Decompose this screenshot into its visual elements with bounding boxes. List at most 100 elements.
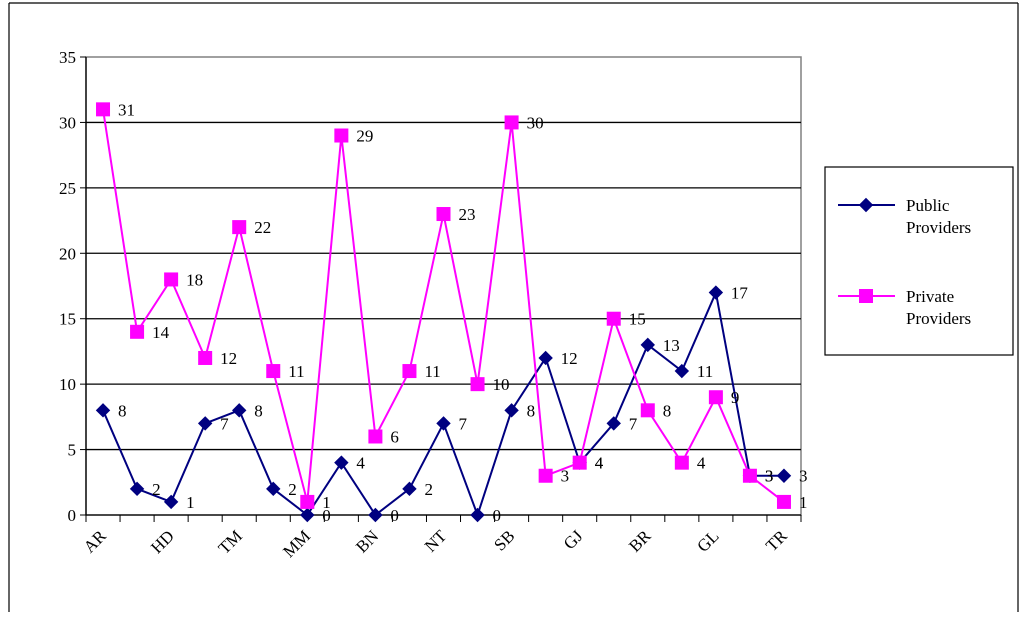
x-tick-label: BN xyxy=(352,526,382,556)
public-providers-point xyxy=(163,494,179,510)
x-tick-label: GL xyxy=(693,526,722,555)
private-providers-point xyxy=(640,403,655,418)
public-providers-data-label: 0 xyxy=(322,506,331,525)
public-providers-point xyxy=(640,337,655,353)
private-providers-point xyxy=(708,390,723,405)
private-providers-point xyxy=(504,115,519,130)
private-providers-point xyxy=(402,364,417,379)
public-providers-point xyxy=(504,403,519,418)
public-providers-data-label: 8 xyxy=(118,401,127,420)
y-tick-labels: 0 5 10 15 20 25 30 35 xyxy=(59,48,76,525)
x-tick-label: TR xyxy=(762,526,791,555)
private-providers-point xyxy=(470,377,485,392)
public-providers-point xyxy=(674,363,690,379)
x-tick-label: MM xyxy=(279,526,314,561)
private-providers-data-label: 8 xyxy=(663,401,672,420)
private-providers-data-label: 11 xyxy=(424,362,440,381)
y-tick-label: 25 xyxy=(59,179,76,198)
legend-items: Public Providers Private Providers xyxy=(838,196,971,328)
private-providers-point xyxy=(334,128,349,143)
public-providers-data-label: 2 xyxy=(152,480,161,499)
legend-marker-private-providers xyxy=(859,289,873,303)
public-providers-point xyxy=(334,455,349,470)
private-providers-point xyxy=(776,494,791,509)
public-providers-point xyxy=(606,416,621,431)
public-providers-data-label: 1 xyxy=(186,493,195,512)
legend: Public Providers Private Providers xyxy=(824,166,1014,356)
legend-label-line: Private xyxy=(906,287,954,306)
private-providers-data-label: 31 xyxy=(118,100,135,119)
private-providers-point xyxy=(300,494,315,509)
legend-label-private-providers: Private Providers xyxy=(906,287,971,328)
x-tick-label: BR xyxy=(625,526,655,556)
private-providers-data-label: 9 xyxy=(731,388,740,407)
public-providers-data-label: 3 xyxy=(799,467,808,486)
private-providers-data-label: 12 xyxy=(220,349,237,368)
private-providers-point xyxy=(436,207,451,222)
legend-label-public-providers: Public Providers xyxy=(906,196,971,237)
y-tick-label: 20 xyxy=(59,244,76,263)
public-providers-data-label: 0 xyxy=(493,506,502,525)
public-providers-data-label: 7 xyxy=(629,414,638,433)
public-providers-data-label: 4 xyxy=(595,454,604,473)
public-providers-point xyxy=(368,507,383,523)
public-providers-point xyxy=(266,481,281,497)
plot-area xyxy=(85,56,802,516)
public-providers-data-label: 4 xyxy=(356,454,365,473)
public-providers-data-label: 3 xyxy=(765,467,774,486)
public-providers-point xyxy=(538,350,553,366)
public-providers-point xyxy=(95,403,111,418)
private-providers-data-label: 10 xyxy=(493,375,510,394)
public-providers-data-label: 8 xyxy=(527,401,536,420)
private-providers-data-label: 4 xyxy=(595,454,604,473)
x-tick-label: GJ xyxy=(560,526,587,553)
y-tick-label: 15 xyxy=(59,310,76,329)
public-providers-point xyxy=(708,285,724,300)
x-tick-label: AR xyxy=(80,526,111,557)
x-tick-label: HD xyxy=(147,526,178,557)
private-providers-point xyxy=(130,324,145,339)
public-providers-data-label: 2 xyxy=(424,480,433,499)
x-tick-label: NT xyxy=(421,526,451,556)
public-providers-data-label: 12 xyxy=(561,349,578,368)
public-providers-point xyxy=(129,481,145,497)
public-providers-data-label: 11 xyxy=(697,362,713,381)
y-tick-label: 10 xyxy=(59,375,76,394)
series xyxy=(95,102,792,523)
public-providers-point xyxy=(402,481,417,497)
private-providers-point xyxy=(96,102,111,117)
private-providers-point xyxy=(606,311,621,326)
private-providers-data-label: 29 xyxy=(356,127,373,146)
private-providers-point xyxy=(572,455,587,470)
public-providers-point xyxy=(470,507,485,523)
public-providers-point xyxy=(300,507,315,523)
legend-label-line: Public xyxy=(906,196,950,215)
private-providers-data-label: 1 xyxy=(799,493,808,512)
private-providers-point xyxy=(266,364,281,379)
private-providers-point xyxy=(368,429,383,444)
private-providers-point xyxy=(232,220,247,235)
private-providers-data-label: 3 xyxy=(561,467,570,486)
private-providers-data-label: 23 xyxy=(459,205,476,224)
private-providers-data-label: 18 xyxy=(186,270,203,289)
public-providers-data-label: 17 xyxy=(731,284,749,303)
public-providers-point xyxy=(776,468,792,483)
private-providers-point xyxy=(164,272,179,287)
private-providers-data-label: 4 xyxy=(697,454,706,473)
private-providers-point xyxy=(538,468,553,483)
public-providers-point xyxy=(436,416,451,431)
public-providers-point xyxy=(197,416,213,431)
private-providers-point xyxy=(742,468,757,483)
x-tick-label: SB xyxy=(490,526,518,554)
legend-label-line: Providers xyxy=(906,309,971,328)
private-providers-data-label: 6 xyxy=(390,427,399,446)
private-providers-data-label: 15 xyxy=(629,310,646,329)
private-providers-data-label: 1 xyxy=(322,493,331,512)
axes xyxy=(80,56,802,522)
private-providers-point xyxy=(198,350,213,365)
y-tick-label: 0 xyxy=(68,506,77,525)
public-providers-data-label: 13 xyxy=(663,336,680,355)
private-providers-data-label: 11 xyxy=(288,362,304,381)
